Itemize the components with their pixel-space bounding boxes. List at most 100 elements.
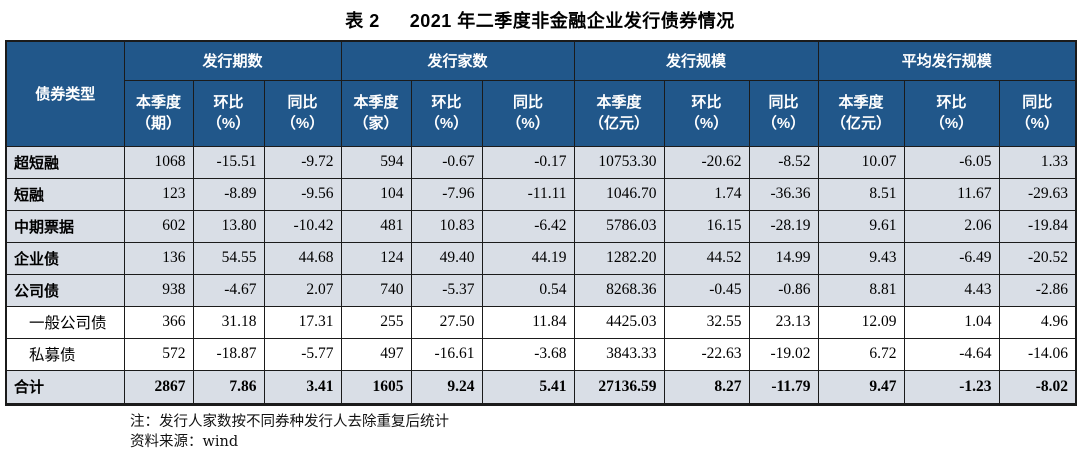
group-header-issue-scale: 发行规模 xyxy=(574,41,818,80)
data-cell: -28.19 xyxy=(749,210,818,242)
data-cell: 481 xyxy=(341,210,411,242)
corner-header-bond-type: 债券类型 xyxy=(6,41,124,146)
table-row: 短融 123 -8.89 -9.56 104 -7.96 -11.11 1046… xyxy=(6,178,1076,210)
table-title-prefix: 表 2 xyxy=(345,11,380,31)
data-cell: 123 xyxy=(124,178,193,210)
data-cell: 16.15 xyxy=(664,210,749,242)
data-cell: 1.33 xyxy=(999,146,1076,178)
subheader-cell: 环比（%） xyxy=(193,80,264,146)
data-cell: 8.51 xyxy=(818,178,904,210)
subheader-cell: 环比（%） xyxy=(904,80,999,146)
data-cell: -16.61 xyxy=(411,338,482,370)
data-cell: -15.51 xyxy=(193,146,264,178)
subheader-cell: 同比（%） xyxy=(482,80,574,146)
data-cell: -20.62 xyxy=(664,146,749,178)
row-label: 一般公司债 xyxy=(6,306,124,338)
data-cell: -8.89 xyxy=(193,178,264,210)
data-cell: -3.68 xyxy=(482,338,574,370)
data-cell: -18.87 xyxy=(193,338,264,370)
group-header-avg-scale: 平均发行规模 xyxy=(818,41,1076,80)
data-cell: -5.77 xyxy=(264,338,341,370)
table-row: 企业债 136 54.55 44.68 124 49.40 44.19 1282… xyxy=(6,242,1076,274)
data-cell: 1605 xyxy=(341,370,411,404)
table-row-total: 合计 2867 7.86 3.41 1605 9.24 5.41 27136.5… xyxy=(6,370,1076,404)
data-cell: -29.63 xyxy=(999,178,1076,210)
note-line: 注：发行人家数按不同券种发行人去除重复后统计 xyxy=(130,412,1080,432)
data-cell: -14.06 xyxy=(999,338,1076,370)
data-cell: 14.99 xyxy=(749,242,818,274)
data-cell: 594 xyxy=(341,146,411,178)
row-label: 合计 xyxy=(6,370,124,404)
subheader-cell: 本季度（期） xyxy=(124,80,193,146)
data-cell: 10753.30 xyxy=(574,146,664,178)
data-cell: 1046.70 xyxy=(574,178,664,210)
data-cell: 13.80 xyxy=(193,210,264,242)
group-header-issuer-count: 发行家数 xyxy=(341,41,574,80)
data-cell: -6.49 xyxy=(904,242,999,274)
data-cell: 2867 xyxy=(124,370,193,404)
row-label: 企业债 xyxy=(6,242,124,274)
data-cell: -9.72 xyxy=(264,146,341,178)
data-cell: 3843.33 xyxy=(574,338,664,370)
data-cell: 5.41 xyxy=(482,370,574,404)
data-cell: -10.42 xyxy=(264,210,341,242)
data-cell: -11.79 xyxy=(749,370,818,404)
data-cell: 938 xyxy=(124,274,193,306)
data-cell: 6.72 xyxy=(818,338,904,370)
data-cell: -0.86 xyxy=(749,274,818,306)
data-cell: 255 xyxy=(341,306,411,338)
data-cell: -19.84 xyxy=(999,210,1076,242)
table-title-text: 2021 年二季度非金融企业发行债券情况 xyxy=(410,11,735,31)
data-cell: 32.55 xyxy=(664,306,749,338)
data-cell: -19.02 xyxy=(749,338,818,370)
data-cell: -0.17 xyxy=(482,146,574,178)
data-cell: 11.67 xyxy=(904,178,999,210)
row-label: 私募债 xyxy=(6,338,124,370)
data-cell: 4.96 xyxy=(999,306,1076,338)
data-cell: 11.84 xyxy=(482,306,574,338)
data-cell: 9.24 xyxy=(411,370,482,404)
header-sub-row: 本季度（期） 环比（%） 同比（%） 本季度（家） 环比（%） 同比（%） 本季… xyxy=(6,80,1076,146)
table-title: 表 2 2021 年二季度非金融企业发行债券情况 xyxy=(0,0,1080,33)
data-cell: 7.86 xyxy=(193,370,264,404)
data-cell: 1282.20 xyxy=(574,242,664,274)
data-cell: 602 xyxy=(124,210,193,242)
table-row: 私募债 572 -18.87 -5.77 497 -16.61 -3.68 38… xyxy=(6,338,1076,370)
data-cell: 4.43 xyxy=(904,274,999,306)
data-cell: 17.31 xyxy=(264,306,341,338)
data-cell: 0.54 xyxy=(482,274,574,306)
data-cell: 44.19 xyxy=(482,242,574,274)
data-cell: 2.07 xyxy=(264,274,341,306)
table-row: 超短融 1068 -15.51 -9.72 594 -0.67 -0.17 10… xyxy=(6,146,1076,178)
data-cell: 572 xyxy=(124,338,193,370)
table-notes: 注：发行人家数按不同券种发行人去除重复后统计 资料来源：wind xyxy=(130,412,1080,452)
bond-issuance-table: 债券类型 发行期数 发行家数 发行规模 平均发行规模 本季度（期） 环比（%） … xyxy=(5,40,1077,406)
data-cell: 1068 xyxy=(124,146,193,178)
subheader-cell: 同比（%） xyxy=(264,80,341,146)
row-label: 中期票据 xyxy=(6,210,124,242)
data-cell: -4.64 xyxy=(904,338,999,370)
data-cell: -6.05 xyxy=(904,146,999,178)
data-cell: 54.55 xyxy=(193,242,264,274)
data-cell: -20.52 xyxy=(999,242,1076,274)
group-header-issue-count: 发行期数 xyxy=(124,41,341,80)
data-cell: -8.02 xyxy=(999,370,1076,404)
data-cell: 10.83 xyxy=(411,210,482,242)
data-cell: -0.67 xyxy=(411,146,482,178)
data-cell: -7.96 xyxy=(411,178,482,210)
data-cell: 44.68 xyxy=(264,242,341,274)
subheader-cell: 本季度（亿元） xyxy=(818,80,904,146)
data-cell: -6.42 xyxy=(482,210,574,242)
data-cell: 5786.03 xyxy=(574,210,664,242)
table-row: 中期票据 602 13.80 -10.42 481 10.83 -6.42 57… xyxy=(6,210,1076,242)
data-cell: 31.18 xyxy=(193,306,264,338)
data-cell: -2.86 xyxy=(999,274,1076,306)
header-group-row: 债券类型 发行期数 发行家数 发行规模 平均发行规模 xyxy=(6,41,1076,80)
data-cell: -5.37 xyxy=(411,274,482,306)
data-cell: -4.67 xyxy=(193,274,264,306)
data-cell: 10.07 xyxy=(818,146,904,178)
subheader-cell: 环比（%） xyxy=(664,80,749,146)
data-cell: -0.45 xyxy=(664,274,749,306)
data-cell: 23.13 xyxy=(749,306,818,338)
